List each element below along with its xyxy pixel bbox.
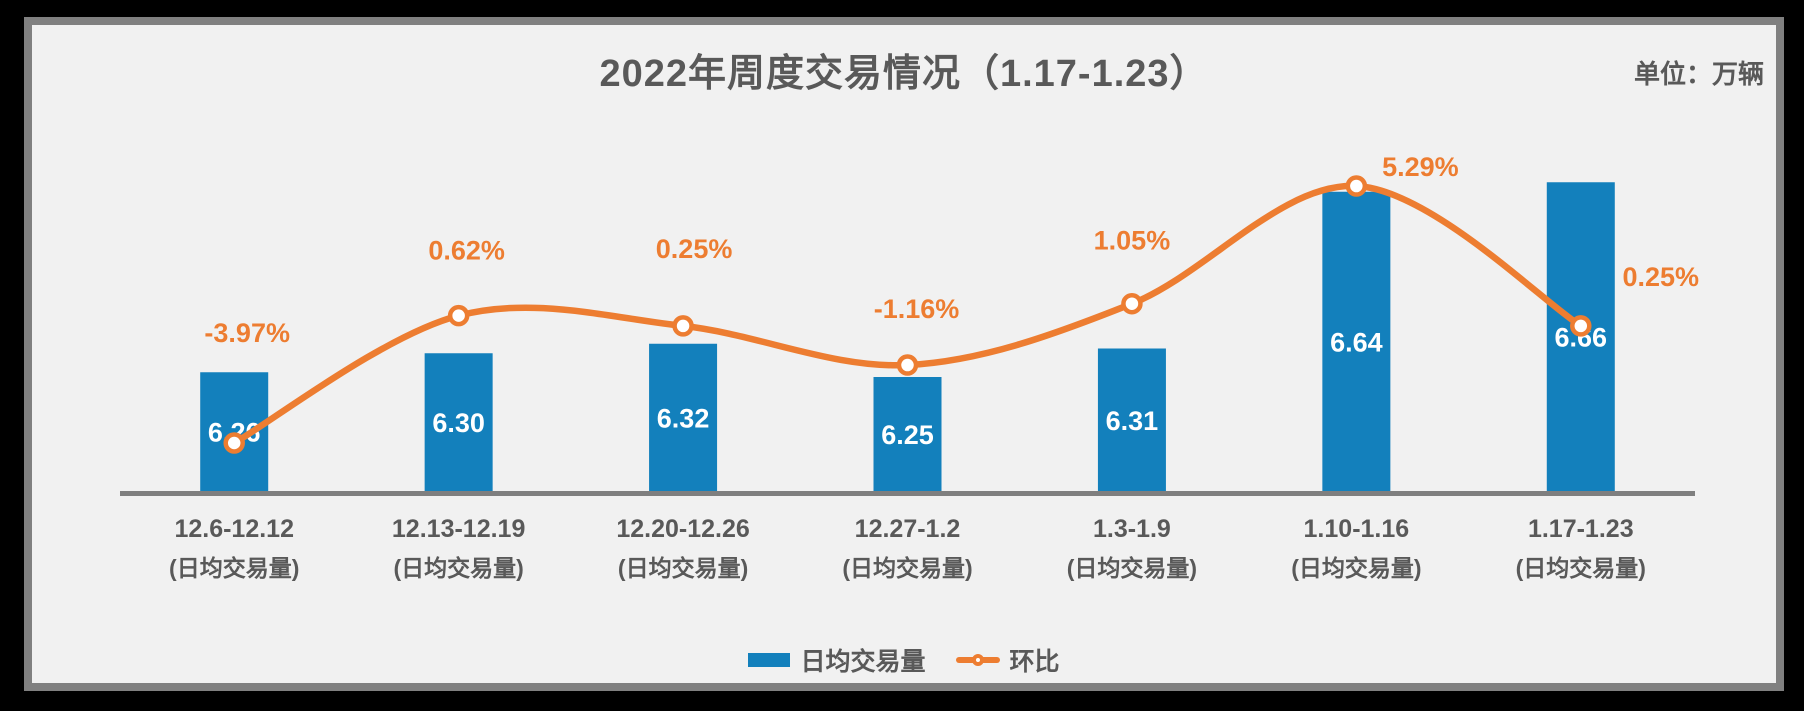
x-axis-sublabel: (日均交易量) — [1067, 555, 1197, 581]
x-axis-label: 1.3-1.9 — [1093, 515, 1171, 543]
line-point-marker — [1570, 315, 1592, 337]
x-axis-sublabel: (日均交易量) — [842, 555, 972, 581]
bar — [1322, 191, 1391, 491]
x-axis-label: 1.10-1.16 — [1304, 515, 1410, 543]
line-point-marker — [1345, 175, 1368, 197]
line-point-marker — [447, 304, 470, 327]
bar-value-label: 6.32 — [657, 403, 710, 433]
x-axis-sublabel: (日均交易量) — [1516, 555, 1646, 581]
line-value-label: 0.25% — [1623, 262, 1700, 292]
bar-value-label: 6.64 — [1330, 327, 1383, 357]
line-value-label: 1.05% — [1094, 226, 1171, 256]
legend: 日均交易量 环比 — [24, 640, 1784, 680]
line-swatch-icon — [955, 654, 1000, 666]
x-axis-sublabel: (日均交易量) — [393, 555, 523, 581]
x-axis-sublabel: (日均交易量) — [618, 555, 748, 581]
x-axis-label: 12.13-12.19 — [392, 515, 525, 543]
x-axis-label: 12.20-12.26 — [616, 515, 749, 543]
line-value-label: -3.97% — [204, 318, 290, 348]
line-value-label: 0.62% — [428, 236, 505, 266]
chart-title: 2022年周度交易情况（1.17-1.23） — [599, 53, 1209, 95]
x-axis-label: 12.6-12.12 — [174, 515, 294, 543]
bar — [649, 343, 718, 491]
bar-swatch-icon — [748, 653, 791, 667]
line-value-label: 5.29% — [1382, 152, 1459, 182]
line-point-marker — [223, 432, 245, 454]
bar — [873, 377, 942, 491]
line-value-label: 0.25% — [656, 234, 733, 264]
x-axis-sublabel: (日均交易量) — [1291, 555, 1421, 581]
x-axis-line — [120, 491, 1695, 496]
bar — [1097, 348, 1166, 491]
x-axis-sublabel: (日均交易量) — [169, 555, 299, 581]
line-value-label: -1.16% — [874, 294, 960, 324]
unit-label: 单位：万辆 — [1633, 59, 1764, 89]
chart-card — [24, 17, 1784, 691]
line-point-marker — [1121, 292, 1143, 315]
line-point-marker — [896, 354, 919, 376]
x-axis-label: 1.17-1.23 — [1528, 515, 1634, 543]
line-marker-icon — [971, 654, 984, 666]
bar-value-label: 6.25 — [881, 420, 934, 450]
legend-label-bar-series: 日均交易量 — [800, 648, 926, 676]
legend-item-line-series: 环比 — [955, 642, 1060, 678]
bar — [424, 353, 493, 491]
bar-value-label: 6.31 — [1106, 406, 1159, 436]
x-axis-label: 12.27-1.2 — [855, 515, 961, 543]
legend-label-line-series: 环比 — [1009, 648, 1060, 676]
legend-item-bar-series: 日均交易量 — [748, 642, 926, 678]
bar-value-label: 6.30 — [432, 408, 485, 438]
line-point-marker — [672, 315, 694, 337]
